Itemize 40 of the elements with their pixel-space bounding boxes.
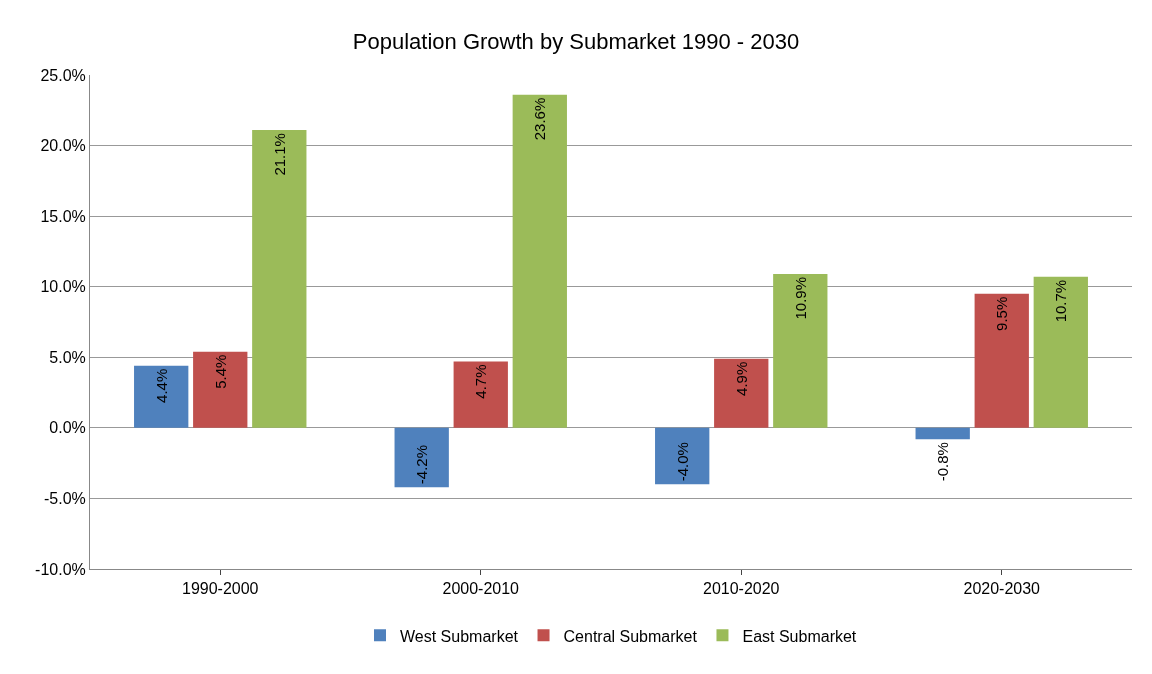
chart-title: Population Growth by Submarket 1990 - 2030 — [352, 29, 800, 55]
legend-label: East Submarket — [742, 627, 857, 645]
y-tick-label: 20.0% — [40, 137, 86, 155]
data-label: 10.9% — [791, 277, 809, 320]
data-label: 21.1% — [270, 133, 288, 176]
x-tick-label: 2000-2010 — [442, 580, 520, 598]
bar — [773, 274, 828, 428]
y-tick-label: -5.0% — [44, 490, 86, 508]
bar — [974, 293, 1029, 428]
bar — [134, 365, 189, 428]
data-label: -4.2% — [413, 444, 431, 485]
legend-label: Central Submarket — [563, 627, 698, 645]
bar — [512, 94, 567, 428]
data-label: 5.4% — [211, 354, 229, 389]
bar — [453, 361, 508, 428]
y-tick-label: 0.0% — [49, 419, 86, 437]
data-label: 23.6% — [531, 97, 549, 141]
data-label: 10.7% — [1052, 279, 1070, 323]
y-tick-label: 5.0% — [49, 348, 86, 366]
bar — [915, 427, 970, 440]
bar — [655, 427, 710, 485]
bar — [714, 358, 769, 428]
x-tick-label: 2020-2030 — [963, 580, 1041, 598]
y-tick-label: 15.0% — [40, 207, 86, 225]
y-tick-label: -10.0% — [35, 560, 86, 578]
data-label: 9.5% — [993, 296, 1011, 331]
y-tick-label: 25.0% — [40, 66, 86, 84]
bar — [252, 130, 307, 428]
bar — [1033, 276, 1088, 428]
x-tick-label: 1990-2000 — [181, 580, 259, 598]
bar — [394, 427, 449, 488]
data-label: -4.0% — [673, 442, 691, 482]
data-label: 4.7% — [472, 364, 490, 399]
legend-label: West Submarket — [400, 627, 519, 645]
data-label: 4.4% — [152, 368, 170, 403]
data-label: 4.9% — [732, 361, 750, 396]
x-tick-label: 2010-2020 — [702, 580, 780, 598]
data-label: -0.8% — [934, 442, 952, 482]
bar — [193, 351, 248, 428]
y-tick-label: 10.0% — [40, 278, 86, 296]
